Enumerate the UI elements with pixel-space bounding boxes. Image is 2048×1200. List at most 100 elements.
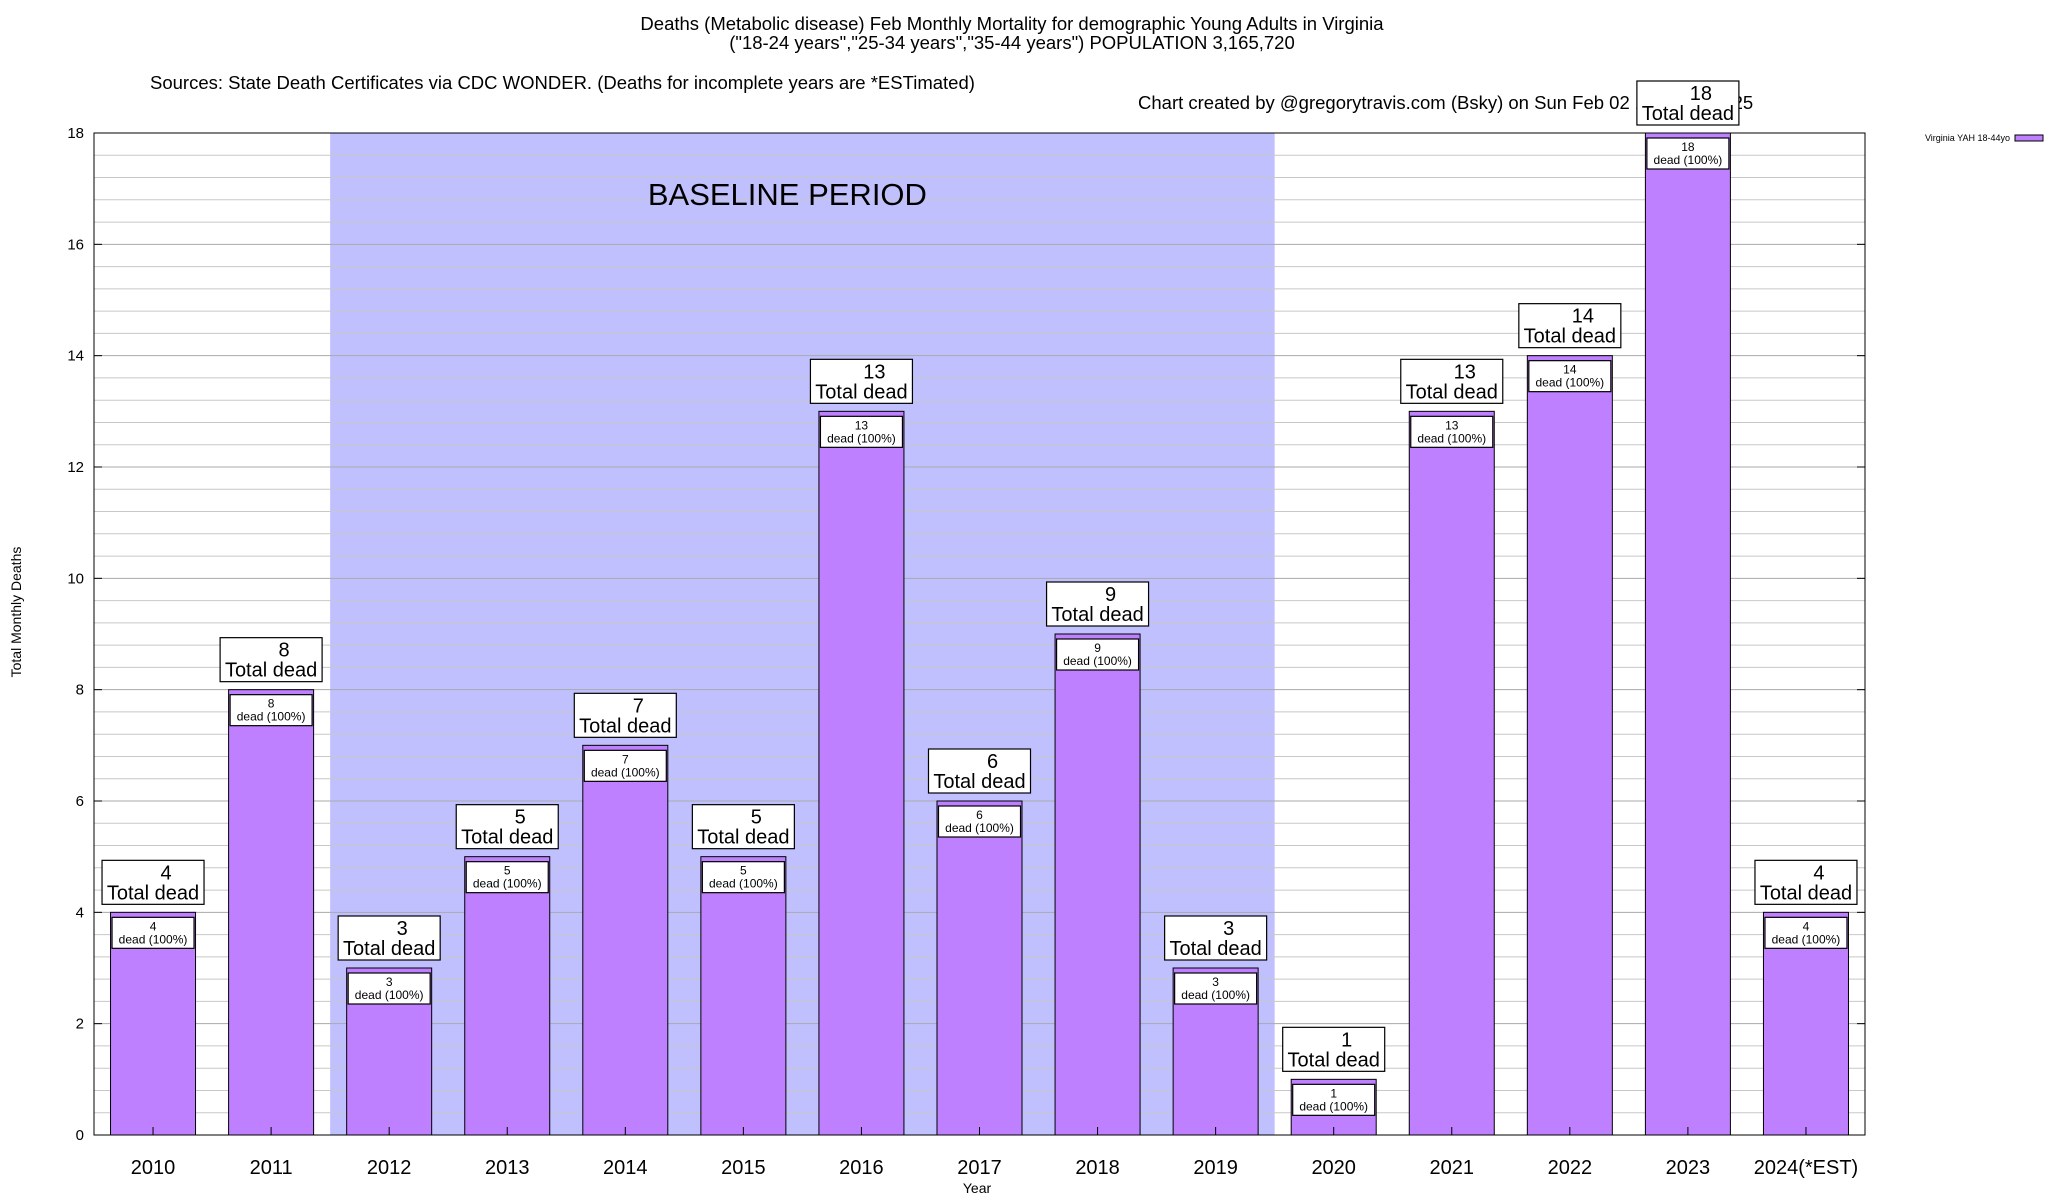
- bar-total-value: 6: [987, 751, 998, 773]
- bar: [936, 800, 1023, 1136]
- bar-inner-value: 1: [1330, 1086, 1337, 1100]
- sources-text: Sources: State Death Certificates via CD…: [150, 72, 975, 93]
- bar-total-label-box: [337, 915, 441, 961]
- bar-total-label: Total dead: [1760, 882, 1852, 904]
- bar-inner-label: dead (100%): [1299, 1099, 1368, 1113]
- chart-subtitle: ("18-24 years","25-34 years","35-44 year…: [729, 32, 1295, 53]
- x-tick-label: 2019: [1193, 1157, 1238, 1179]
- x-axis-label: Year: [962, 1180, 992, 1196]
- bar-total-label: Total dead: [579, 715, 671, 737]
- bar-total-label-box: [691, 804, 795, 850]
- bar: [228, 689, 315, 1136]
- bar-total-label: Total dead: [225, 660, 317, 682]
- bar-total-label-box: [1400, 358, 1504, 404]
- bar-inner-label: dead (100%): [355, 988, 424, 1002]
- bar-inner-label: dead (100%): [473, 877, 542, 891]
- bar: [1408, 410, 1495, 1136]
- bar-inner-label-box: [1292, 1083, 1376, 1116]
- y-tick-label: 12: [67, 459, 84, 476]
- x-tick-label: 2012: [367, 1157, 412, 1179]
- bar: [818, 410, 905, 1136]
- plot-border: [93, 132, 1866, 1136]
- chart-title: Deaths (Metabolic disease) Feb Monthly M…: [640, 13, 1384, 34]
- bar-total-value: 3: [1223, 918, 1234, 940]
- bar: [1762, 911, 1849, 1136]
- x-tick-label: 2015: [721, 1157, 766, 1179]
- bar-inner-label-box: [1646, 137, 1730, 170]
- bar-inner-value: 13: [1445, 418, 1459, 432]
- y-tick-label: 0: [76, 1127, 84, 1144]
- bar-total-label-box: [1164, 915, 1268, 961]
- bar-inner-label: dead (100%): [1772, 932, 1841, 946]
- bar-total-label-box: [1754, 859, 1858, 905]
- x-tick-label: 2011: [250, 1157, 293, 1179]
- bar-inner-label-box: [701, 861, 785, 894]
- x-tick-label: 2023: [1666, 1157, 1711, 1179]
- legend-entry-label: Virginia YAH 18-44yo: [1925, 133, 2010, 143]
- bar: [464, 856, 551, 1136]
- y-tick-label: 8: [76, 682, 84, 699]
- bar-total-label-box: [1518, 303, 1622, 349]
- bar-total-label-box: [1636, 80, 1740, 126]
- bar-inner-value: 6: [976, 808, 983, 822]
- bar-inner-value: 5: [504, 864, 511, 878]
- bar-inner-label-box: [229, 694, 313, 727]
- y-tick-label: 10: [67, 570, 84, 587]
- bar-inner-label-box: [1174, 972, 1258, 1005]
- bar-total-label-box: [927, 748, 1032, 794]
- bar-total-label: Total dead: [1169, 938, 1261, 960]
- bar-inner-label: dead (100%): [237, 710, 306, 724]
- bar-total-label: Total dead: [1642, 103, 1734, 125]
- bar: [1526, 355, 1613, 1136]
- bar-total-value: 5: [751, 807, 762, 829]
- x-tick-label: 2024(*EST): [1754, 1157, 1859, 1179]
- bar-total-label-box: [809, 358, 914, 404]
- bar-total-label: Total dead: [933, 771, 1025, 793]
- bar: [1644, 132, 1731, 1136]
- legend-swatch: [2014, 134, 2044, 142]
- x-tick-label: 2017: [957, 1157, 1002, 1179]
- bar-inner-label-box: [1528, 360, 1612, 393]
- bar-inner-value: 3: [386, 975, 393, 989]
- bar-inner-label: dead (100%): [1535, 376, 1604, 390]
- bar-total-label: Total dead: [1406, 381, 1498, 403]
- bar-inner-value: 4: [1803, 919, 1810, 933]
- x-tick-label: 2014: [603, 1157, 648, 1179]
- bar-inner-label: dead (100%): [591, 765, 660, 779]
- bar-total-label: Total dead: [461, 827, 553, 849]
- bar-total-value: 9: [1105, 584, 1116, 606]
- bar-total-value: 13: [1454, 361, 1476, 383]
- bar-inner-label: dead (100%): [827, 431, 896, 445]
- bar: [582, 744, 669, 1136]
- x-tick-label: 2020: [1311, 1157, 1356, 1179]
- bar-inner-label-box: [937, 805, 1022, 838]
- bar-total-value: 8: [279, 640, 290, 662]
- bar-inner-label-box: [583, 749, 667, 782]
- y-tick-label: 4: [76, 904, 84, 921]
- bar-total-label-box: [101, 859, 205, 905]
- bar-total-label-box: [1282, 1026, 1386, 1072]
- bar-inner-label: dead (100%): [945, 821, 1014, 835]
- bar-total-value: 13: [863, 361, 885, 383]
- bar-inner-label: dead (100%): [119, 932, 188, 946]
- bar-inner-label: dead (100%): [1417, 431, 1486, 445]
- baseline-label: BASELINE PERIOD: [648, 177, 927, 212]
- bar-total-value: 3: [397, 918, 408, 940]
- bar-total-label: Total dead: [815, 381, 907, 403]
- bar-inner-value: 7: [622, 752, 629, 766]
- bar-inner-label-box: [1764, 916, 1848, 949]
- bar-inner-label-box: [111, 916, 195, 949]
- bar-inner-label: dead (100%): [1654, 153, 1723, 167]
- y-tick-label: 14: [67, 348, 84, 365]
- bar-inner-value: 18: [1681, 140, 1695, 154]
- bar-total-label-box: [455, 804, 559, 850]
- x-tick-label: 2022: [1548, 1157, 1593, 1179]
- bar-inner-value: 13: [855, 418, 869, 432]
- bar-inner-label-box: [465, 861, 549, 894]
- bar: [700, 856, 787, 1136]
- bar-total-value: 4: [160, 862, 171, 884]
- bar: [110, 911, 197, 1136]
- bar-inner-label-box: [1055, 638, 1140, 671]
- bar-total-label: Total dead: [343, 938, 435, 960]
